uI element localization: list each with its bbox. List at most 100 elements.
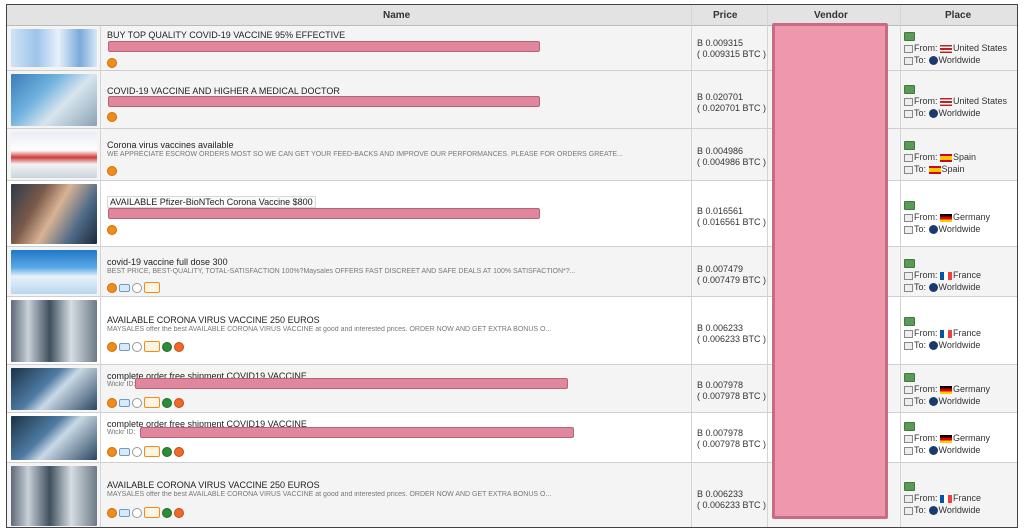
product-thumbnail[interactable]: [11, 416, 97, 460]
price: B 0.007978( 0.007978 BTC ): [697, 380, 767, 401]
product-thumbnail[interactable]: [11, 300, 97, 362]
globe-icon: [928, 446, 938, 456]
listing-description: Wickr ID:: [107, 381, 136, 388]
us-flag-icon: [940, 44, 953, 53]
shipping-icon: [904, 141, 915, 151]
price: B 0.020701( 0.020701 BTC ): [697, 92, 767, 113]
from-icon: [904, 271, 913, 280]
from-icon: [904, 153, 913, 162]
listing-title[interactable]: BUY TOP QUALITY COVID-19 VACCINE 95% EFF…: [107, 30, 346, 40]
listing-title[interactable]: covid-19 vaccine full dose 300: [107, 257, 228, 267]
from-icon: [904, 44, 913, 53]
redaction-bar: [108, 96, 540, 107]
product-thumbnail[interactable]: [11, 184, 97, 244]
product-thumbnail[interactable]: [11, 74, 97, 126]
badges: [107, 111, 117, 122]
france-flag-icon: [940, 271, 953, 280]
product-thumbnail[interactable]: [11, 466, 97, 526]
globe-icon: [928, 225, 938, 235]
product-thumbnail[interactable]: [11, 250, 97, 294]
listing-title[interactable]: AVAILABLE CORONA VIRUS VACCINE 250 EUROS: [107, 480, 320, 490]
header-name[interactable]: Name: [383, 10, 411, 21]
place-info: From: Germany To: Worldwide: [904, 420, 990, 456]
to-icon: [904, 225, 913, 234]
badges: [107, 57, 117, 68]
vendor-redaction: [772, 23, 888, 519]
from-icon: [904, 213, 913, 222]
table-header: Name Price Vendor Place: [7, 5, 1017, 26]
redaction-bar: [140, 427, 574, 438]
column-divider: [100, 26, 101, 527]
header-vendor[interactable]: Vendor: [814, 10, 848, 21]
to-icon: [904, 341, 913, 350]
listing-title[interactable]: AVAILABLE Pfizer-BioNTech Corona Vaccine…: [107, 196, 316, 208]
verified-icon: [162, 446, 172, 457]
product-thumbnail[interactable]: [11, 368, 97, 410]
badges: [107, 224, 117, 235]
to-icon: [904, 165, 913, 174]
bitcoin-icon: [107, 57, 117, 68]
listing-title[interactable]: complete order free shipment COVID19 VAC…: [107, 371, 307, 381]
shipping-icon: [904, 482, 915, 492]
price: B 0.009315( 0.009315 BTC ): [697, 38, 767, 59]
escrow-icon: [144, 507, 160, 518]
listing-title[interactable]: complete order free shipment COVID19 VAC…: [107, 419, 307, 429]
card-icon: [119, 398, 130, 407]
to-icon: [904, 506, 913, 515]
place-info: From: France To: Worldwide: [904, 257, 981, 293]
badges: [107, 446, 184, 457]
bitcoin-icon: [107, 341, 117, 352]
shipping-badge-icon: [174, 446, 184, 457]
badges: [107, 507, 184, 518]
place-info: From: Germany To: Worldwide: [904, 371, 990, 407]
header-price[interactable]: Price: [713, 10, 738, 21]
card-icon: [119, 342, 130, 351]
globe-icon: [928, 109, 938, 119]
verified-icon: [162, 397, 172, 408]
shipping-badge-icon: [174, 507, 184, 518]
spain-flag-icon: [928, 165, 941, 174]
listing-title[interactable]: Corona virus vaccines available: [107, 140, 234, 150]
bitcoin-icon: [107, 165, 117, 176]
card-icon: [119, 508, 130, 517]
redaction-bar: [135, 378, 568, 389]
shipping-icon: [904, 259, 915, 269]
badges: [107, 397, 184, 408]
shipping-icon: [904, 201, 915, 211]
shipping-icon: [904, 317, 915, 327]
listings-table: Name Price Vendor Place BUY TOP QUALITY …: [6, 4, 1018, 528]
product-thumbnail[interactable]: [11, 132, 97, 178]
to-icon: [904, 446, 913, 455]
redaction-bar: [108, 41, 540, 52]
listing-title[interactable]: COVID-19 VACCINE AND HIGHER A MEDICAL DO…: [107, 86, 340, 96]
from-icon: [904, 434, 913, 443]
listing-description: WE APPRECIATE ESCROW ORDERS MOST SO WE C…: [107, 151, 623, 158]
listing-description: MAYSALES offer the best AVAILABLE CORONA…: [107, 326, 552, 333]
bitcoin-icon: [107, 507, 117, 518]
shipping-badge-icon: [174, 397, 184, 408]
germany-flag-icon: [940, 434, 953, 443]
bitcoin-icon: [107, 282, 117, 293]
from-icon: [904, 329, 913, 338]
listing-description: BEST PRICE, BEST-QUALITY, TOTAL-SATISFAC…: [107, 268, 576, 275]
bitcoin-icon: [107, 224, 117, 235]
shipping-badge-icon: [174, 341, 184, 352]
header-place[interactable]: Place: [945, 10, 972, 21]
globe-icon: [928, 506, 938, 516]
price: B 0.006233( 0.006233 BTC ): [697, 323, 767, 344]
place-info: From: United States To: Worldwide: [904, 83, 1007, 119]
escrow-icon: [144, 282, 160, 293]
listing-title[interactable]: AVAILABLE CORONA VIRUS VACCINE 250 EUROS: [107, 315, 320, 325]
column-divider: [691, 5, 692, 527]
price: B 0.004986( 0.004986 BTC ): [697, 146, 767, 167]
product-thumbnail[interactable]: [11, 29, 97, 67]
price: B 0.016561( 0.016561 BTC ): [697, 206, 767, 227]
verified-icon: [162, 341, 172, 352]
lock-icon: [132, 397, 142, 408]
price: B 0.006233( 0.006233 BTC ): [697, 489, 767, 510]
place-info: From: France To: Worldwide: [904, 480, 981, 516]
escrow-icon: [144, 446, 160, 457]
price: B 0.007479( 0.007479 BTC ): [697, 264, 767, 285]
place-info: From: Germany To: Worldwide: [904, 199, 990, 235]
globe-icon: [928, 397, 938, 407]
